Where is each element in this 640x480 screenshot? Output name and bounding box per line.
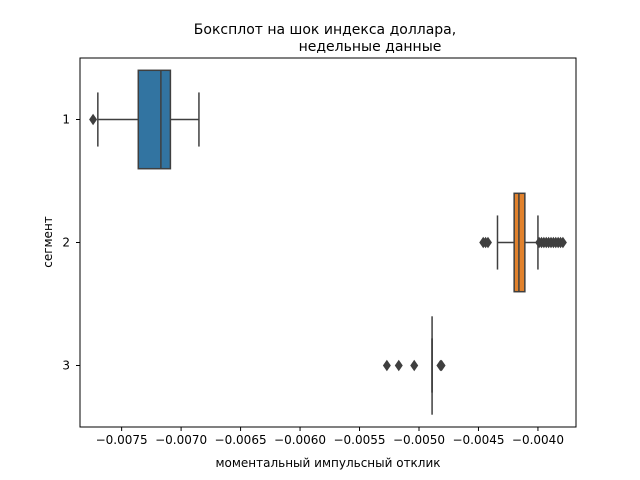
chart-title-line-1: Бокcплот на шок индекса доллара, bbox=[194, 22, 456, 38]
x-tick-label: −0.0060 bbox=[274, 433, 326, 447]
y-tick-label: 1 bbox=[62, 113, 70, 127]
x-tick-label: −0.0065 bbox=[215, 433, 267, 447]
x-tick-label: −0.0075 bbox=[96, 433, 148, 447]
y-axis-label: сегмент bbox=[41, 216, 55, 268]
outlier-marker bbox=[382, 359, 391, 372]
y-tick-label: 3 bbox=[62, 359, 70, 373]
outlier-marker bbox=[410, 359, 419, 372]
x-tick-label: −0.0045 bbox=[452, 433, 504, 447]
outlier-marker bbox=[394, 359, 403, 372]
chart-title-line-2: недельные данные bbox=[299, 39, 442, 55]
box-group-3 bbox=[382, 316, 446, 415]
x-tick-label: −0.0070 bbox=[155, 433, 207, 447]
plot-marks bbox=[89, 69, 567, 415]
outlier-marker bbox=[558, 236, 567, 249]
outlier-marker bbox=[89, 113, 98, 126]
iqr-box bbox=[137, 69, 172, 170]
x-tick-label: −0.0050 bbox=[393, 433, 445, 447]
box-group-1 bbox=[89, 69, 200, 170]
x-tick-label: −0.0055 bbox=[333, 433, 385, 447]
y-axis-ticks: 1 2 3 bbox=[62, 113, 80, 373]
outlier-marker bbox=[437, 359, 446, 372]
x-axis-ticks: −0.0075 −0.0070 −0.0065 −0.0060 −0.0055 −0.00… bbox=[96, 427, 564, 447]
x-tick-label: −0.0040 bbox=[512, 433, 564, 447]
outlier-marker bbox=[483, 236, 492, 249]
box-group-2 bbox=[479, 192, 567, 293]
x-axis-label: моментальный импульсный отклик bbox=[215, 456, 440, 470]
y-tick-label: 2 bbox=[62, 236, 70, 250]
